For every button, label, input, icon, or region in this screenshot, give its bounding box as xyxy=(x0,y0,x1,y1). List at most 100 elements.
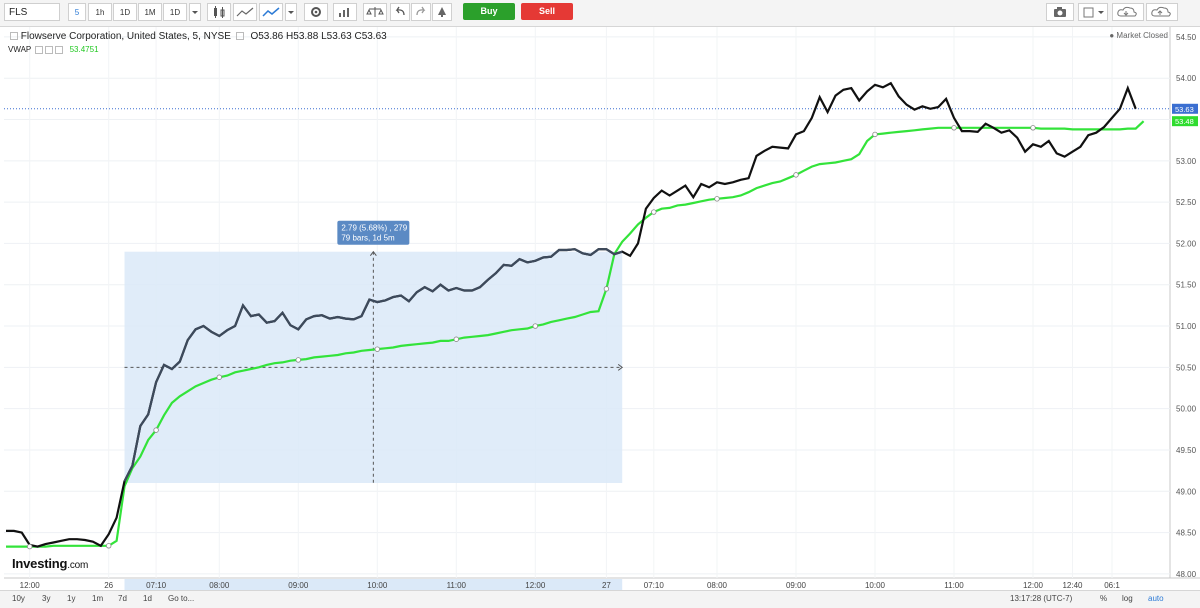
measurement-arrow-right xyxy=(617,363,624,371)
area-chart-icon[interactable] xyxy=(233,3,257,21)
line-chart-icon[interactable] xyxy=(259,3,283,21)
range-1y-button[interactable]: 1y xyxy=(67,594,76,603)
x-tick-label: 09:00 xyxy=(786,581,807,590)
percent-toggle[interactable]: % xyxy=(1100,594,1108,603)
bottom-bar: 10y 3y 1y 1m 7d 1d Go to... 13:17:28 (UT… xyxy=(0,590,1200,608)
x-tick-label: 07:10 xyxy=(644,581,665,590)
measurement-tooltip xyxy=(337,220,410,245)
vwap-marker xyxy=(714,196,720,202)
vwap-marker xyxy=(951,125,957,131)
y-tick-label: 54.00 xyxy=(1176,74,1197,83)
indicator-visibility-icon[interactable] xyxy=(35,45,44,54)
range-10y-button[interactable]: 10y xyxy=(12,594,25,603)
x-tick-label: 08:00 xyxy=(707,581,728,590)
camera-icon[interactable] xyxy=(1046,3,1074,21)
cloud-download-icon[interactable] xyxy=(1112,3,1144,21)
y-tick-label: 49.50 xyxy=(1176,446,1197,455)
x-tick-label: 26 xyxy=(104,581,113,590)
indicator-value: 53.4751 xyxy=(69,45,99,54)
last-price-badge-text: 53.63 xyxy=(1175,105,1194,114)
indicator-settings-icon[interactable] xyxy=(45,45,54,54)
measurement-tooltip-line1: 2.79 (5.68%) , 279 xyxy=(341,224,407,233)
cloud-upload-icon[interactable] xyxy=(1146,3,1178,21)
market-status-text: Market Closed xyxy=(1116,31,1168,40)
undo-icon[interactable] xyxy=(390,3,410,21)
x-tick-label: 12:00 xyxy=(1023,581,1044,590)
x-tick-label: 11:00 xyxy=(944,581,964,590)
price-chart[interactable]: 48.00 48.50 49.00 49.50 50.00 50.50 51.00 51.50… xyxy=(0,27,1200,590)
logo-main: Investing xyxy=(12,556,68,571)
vwap-marker xyxy=(453,336,459,342)
price-line-measured xyxy=(123,248,623,482)
alert-bell-icon[interactable] xyxy=(432,3,452,21)
y-tick-label: 48.00 xyxy=(1176,570,1197,579)
collapse-legend-icon[interactable] xyxy=(10,32,18,41)
interval-1m-button[interactable]: 1M xyxy=(138,3,162,21)
y-tick-label: 52.50 xyxy=(1176,198,1197,207)
indicator-remove-icon[interactable] xyxy=(55,45,64,54)
y-tick-label: 52.00 xyxy=(1176,239,1197,248)
vwap-badge-text: 53.48 xyxy=(1175,117,1194,126)
x-tick-label: 12:00 xyxy=(525,581,546,590)
vwap-marker xyxy=(1030,125,1036,131)
settings-gear-icon[interactable] xyxy=(304,3,328,21)
fill-color-icon[interactable] xyxy=(1078,3,1108,21)
measurement-tooltip-line2: 79 bars, 1d 5m xyxy=(341,234,395,243)
log-toggle[interactable]: log xyxy=(1122,594,1133,603)
y-tick-label: 50.00 xyxy=(1176,405,1197,414)
interval-dropdown-arrow-icon[interactable] xyxy=(189,3,201,21)
vwap-marker xyxy=(105,543,112,549)
vwap-marker xyxy=(872,131,878,138)
auto-scale-toggle[interactable]: auto xyxy=(1148,594,1164,603)
chart-type-dropdown-icon[interactable] xyxy=(285,3,297,21)
y-tick-label: 53.00 xyxy=(1176,157,1197,166)
open-value: 53.86 xyxy=(258,31,284,42)
y-tick-label: 51.00 xyxy=(1176,322,1197,331)
interval-1h-button[interactable]: 1h xyxy=(88,3,112,21)
sell-button[interactable]: Sell xyxy=(521,3,573,20)
logo-suffix: .com xyxy=(67,560,89,571)
y-tick-label: 49.00 xyxy=(1176,487,1197,496)
candlestick-icon[interactable] xyxy=(207,3,231,21)
vwap-marker xyxy=(651,209,657,215)
redo-icon[interactable] xyxy=(411,3,431,21)
indicator-name: VWAP xyxy=(8,45,32,54)
x-tick-label: 06:1 xyxy=(1104,581,1120,590)
top-toolbar: FLS 5 1h 1D 1M 1D Buy Sell xyxy=(0,0,1200,27)
range-7d-button[interactable]: 7d xyxy=(118,594,127,603)
range-3y-button[interactable]: 3y xyxy=(42,594,51,603)
close-label: C xyxy=(354,31,362,42)
interval-1d-dropdown[interactable]: 1D xyxy=(163,3,187,21)
balance-scale-icon[interactable] xyxy=(363,3,387,21)
vwap-marker xyxy=(532,323,538,329)
x-tick-label: 12:40 xyxy=(1062,581,1083,590)
measurement-arrow-up xyxy=(369,250,377,256)
symbol-title: Flowserve Corporation, United States, 5,… xyxy=(20,31,231,42)
vwap-marker xyxy=(27,543,33,550)
clock-readout: 13:17:28 (UTC-7) xyxy=(1010,594,1073,603)
market-status: ● Market Closed xyxy=(1109,31,1168,40)
y-tick-label: 50.50 xyxy=(1176,363,1197,372)
chart-legend: Flowserve Corporation, United States, 5,… xyxy=(8,31,387,42)
indicators-icon[interactable] xyxy=(333,3,357,21)
goto-date-button[interactable]: Go to... xyxy=(168,594,195,603)
range-1d-button[interactable]: 1d xyxy=(143,594,152,603)
symbol-search-input[interactable]: FLS xyxy=(4,3,60,21)
interval-5-button[interactable]: 5 xyxy=(68,3,86,21)
x-tick-label: 11:00 xyxy=(447,581,467,590)
legend-settings-icon[interactable] xyxy=(235,32,244,41)
y-tick-label: 48.50 xyxy=(1176,529,1197,538)
last-price-badge xyxy=(1172,103,1198,114)
y-tick-label: 54.50 xyxy=(1176,33,1197,42)
vwap-badge xyxy=(1172,116,1198,127)
close-value: 53.63 xyxy=(361,31,387,42)
time-axis-highlight xyxy=(124,579,623,590)
x-tick-label: 12:00 xyxy=(20,581,41,590)
vwap-marker xyxy=(603,286,610,292)
y-tick-label: 51.50 xyxy=(1176,281,1197,290)
buy-button[interactable]: Buy xyxy=(463,3,515,20)
interval-1d-button[interactable]: 1D xyxy=(113,3,137,21)
range-1m-button[interactable]: 1m xyxy=(92,594,104,603)
low-value: 53.63 xyxy=(326,31,352,42)
x-tick-label: 27 xyxy=(602,581,611,590)
